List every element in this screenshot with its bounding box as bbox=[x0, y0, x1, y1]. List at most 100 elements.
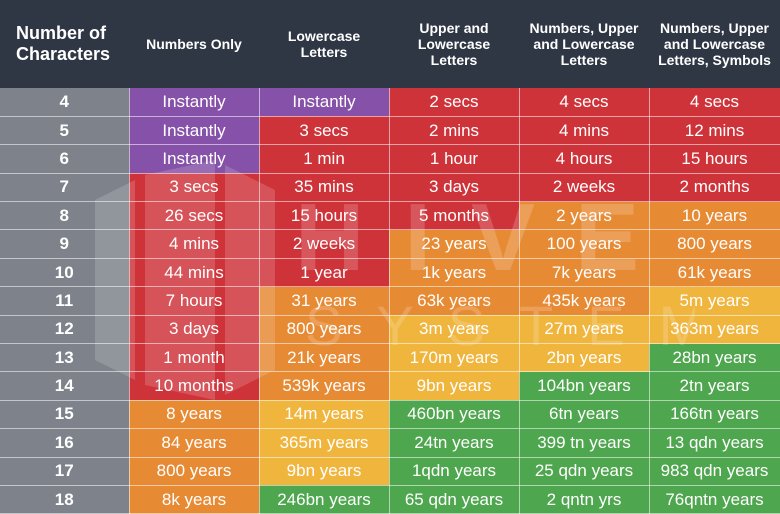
crack-time-cell: 1 min bbox=[259, 144, 390, 174]
crack-time-cell: 61k years bbox=[649, 258, 780, 288]
character-count-cell: 16 bbox=[0, 428, 130, 458]
character-count-cell: 15 bbox=[0, 400, 130, 430]
crack-time-cell: 363m years bbox=[649, 315, 780, 345]
character-count-cell: 8 bbox=[0, 201, 130, 231]
crack-time-cell: 4 secs bbox=[519, 88, 650, 117]
crack-time-cell: 4 secs bbox=[649, 88, 780, 117]
crack-time-cell: Instantly bbox=[259, 88, 390, 117]
crack-time-cell: 460bn years bbox=[389, 400, 520, 430]
character-count-cell: 7 bbox=[0, 173, 130, 203]
crack-time-cell: 800 years bbox=[259, 315, 390, 345]
crack-time-cell: 76qntn years bbox=[649, 485, 780, 514]
crack-time-cell: 800 years bbox=[649, 229, 780, 259]
table-row: 14 10 months 539k years 9bn years 104bn year… bbox=[0, 371, 780, 401]
crack-time-cell: 2 qntn yrs bbox=[519, 485, 650, 514]
crack-time-cell: 7 hours bbox=[129, 286, 260, 316]
table-row: 18 8k years 246bn years 65 qdn years 2 qntn … bbox=[0, 485, 780, 514]
header-lowercase-letters: Lowercase Letters bbox=[259, 0, 389, 88]
crack-time-cell: 13 qdn years bbox=[649, 428, 780, 458]
crack-time-cell: 35 mins bbox=[259, 173, 390, 203]
crack-time-cell: 23 years bbox=[389, 229, 520, 259]
crack-time-cell: 2 weeks bbox=[519, 173, 650, 203]
header-numbers-upper-lowercase-symbols: Numbers, Upper and Lowercase Letters, Sy… bbox=[649, 0, 780, 88]
crack-time-cell: 2 weeks bbox=[259, 229, 390, 259]
crack-time-cell: 2bn years bbox=[519, 343, 650, 373]
header-numbers-only: Numbers Only bbox=[129, 0, 259, 88]
crack-time-cell: 365m years bbox=[259, 428, 390, 458]
crack-time-cell: 2 mins bbox=[389, 116, 520, 146]
table-body: 4 Instantly Instantly 2 secs 4 secs 4 secs 5 In… bbox=[0, 88, 780, 514]
character-count-cell: 18 bbox=[0, 485, 130, 514]
crack-time-cell: 1 hour bbox=[389, 144, 520, 174]
header-row: Number of Characters Numbers Only Lowerc… bbox=[0, 0, 780, 88]
header-number-of-characters: Number of Characters bbox=[0, 0, 129, 88]
crack-time-cell: 44 mins bbox=[129, 258, 260, 288]
character-count-cell: 17 bbox=[0, 457, 130, 486]
crack-time-cell: 2 secs bbox=[389, 88, 520, 117]
crack-time-cell: 9bn years bbox=[259, 457, 390, 486]
table-row: 13 1 month 21k years 170m years 2bn years 28b… bbox=[0, 343, 780, 373]
crack-time-cell: 12 mins bbox=[649, 116, 780, 146]
crack-time-cell: 1 month bbox=[129, 343, 260, 373]
crack-time-cell: 65 qdn years bbox=[389, 485, 520, 514]
crack-time-cell: 9bn years bbox=[389, 371, 520, 401]
crack-time-cell: 84 years bbox=[129, 428, 260, 458]
header-upper-and-lowercase: Upper and Lowercase Letters bbox=[389, 0, 519, 88]
crack-time-cell: Instantly bbox=[129, 116, 260, 146]
character-count-cell: 12 bbox=[0, 315, 130, 345]
character-count-cell: 10 bbox=[0, 258, 130, 288]
crack-time-cell: 10 months bbox=[129, 371, 260, 401]
table-row: 11 7 hours 31 years 63k years 435k years 5m y… bbox=[0, 286, 780, 316]
crack-time-cell: 10 years bbox=[649, 201, 780, 231]
crack-time-cell: 63k years bbox=[389, 286, 520, 316]
crack-time-cell: Instantly bbox=[129, 144, 260, 174]
table-row: 16 84 years 365m years 24tn years 399 tn yea… bbox=[0, 428, 780, 458]
crack-time-cell: 4 mins bbox=[129, 229, 260, 259]
crack-time-cell: 5m years bbox=[649, 286, 780, 316]
crack-time-cell: 5 months bbox=[389, 201, 520, 231]
crack-time-cell: 14m years bbox=[259, 400, 390, 430]
crack-time-cell: 15 hours bbox=[649, 144, 780, 174]
crack-time-cell: 3m years bbox=[389, 315, 520, 345]
character-count-cell: 9 bbox=[0, 229, 130, 259]
crack-time-cell: 983 qdn years bbox=[649, 457, 780, 486]
crack-time-cell: 27m years bbox=[519, 315, 650, 345]
crack-time-cell: 8 years bbox=[129, 400, 260, 430]
table-row: 10 44 mins 1 year 1k years 7k years 61k years bbox=[0, 258, 780, 288]
character-count-cell: 6 bbox=[0, 144, 130, 174]
crack-time-cell: Instantly bbox=[129, 88, 260, 117]
character-count-cell: 14 bbox=[0, 371, 130, 401]
crack-time-cell: 399 tn years bbox=[519, 428, 650, 458]
crack-time-cell: 3 days bbox=[129, 315, 260, 345]
crack-time-cell: 435k years bbox=[519, 286, 650, 316]
header-numbers-upper-lowercase: Numbers, Upper and Lowercase Letters bbox=[519, 0, 649, 88]
table-row: 4 Instantly Instantly 2 secs 4 secs 4 secs bbox=[0, 88, 780, 117]
character-count-cell: 11 bbox=[0, 286, 130, 316]
crack-time-cell: 3 days bbox=[389, 173, 520, 203]
character-count-cell: 13 bbox=[0, 343, 130, 373]
crack-time-cell: 21k years bbox=[259, 343, 390, 373]
crack-time-cell: 1k years bbox=[389, 258, 520, 288]
crack-time-cell: 166tn years bbox=[649, 400, 780, 430]
crack-time-cell: 170m years bbox=[389, 343, 520, 373]
crack-time-cell: 6tn years bbox=[519, 400, 650, 430]
crack-time-cell: 104bn years bbox=[519, 371, 650, 401]
table-row: 17 800 years 9bn years 1qdn years 25 qdn yea… bbox=[0, 457, 780, 486]
table-row: 6 Instantly 1 min 1 hour 4 hours 15 hours bbox=[0, 144, 780, 174]
crack-time-cell: 1qdn years bbox=[389, 457, 520, 486]
crack-time-cell: 800 years bbox=[129, 457, 260, 486]
crack-time-cell: 4 mins bbox=[519, 116, 650, 146]
crack-time-cell: 8k years bbox=[129, 485, 260, 514]
crack-time-cell: 15 hours bbox=[259, 201, 390, 231]
crack-time-cell: 2 months bbox=[649, 173, 780, 203]
crack-time-cell: 31 years bbox=[259, 286, 390, 316]
table-header: Number of Characters Numbers Only Lowerc… bbox=[0, 0, 780, 88]
crack-time-cell: 246bn years bbox=[259, 485, 390, 514]
table-row: 12 3 days 800 years 3m years 27m years 363m y… bbox=[0, 315, 780, 345]
crack-time-cell: 3 secs bbox=[259, 116, 390, 146]
crack-time-cell: 25 qdn years bbox=[519, 457, 650, 486]
crack-time-cell: 7k years bbox=[519, 258, 650, 288]
